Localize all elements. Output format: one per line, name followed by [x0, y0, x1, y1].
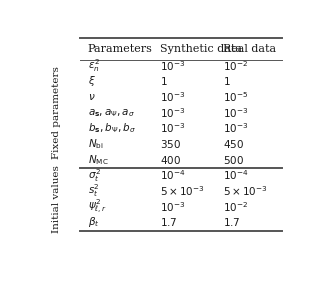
Text: $10^{-3}$: $10^{-3}$ — [160, 59, 186, 73]
Text: $N_{\mathrm{MC}}$: $N_{\mathrm{MC}}$ — [88, 153, 108, 167]
Text: $10^{-2}$: $10^{-2}$ — [223, 200, 249, 214]
Text: $1.7$: $1.7$ — [223, 216, 240, 228]
Text: $350$: $350$ — [160, 138, 182, 150]
Text: $10^{-3}$: $10^{-3}$ — [160, 121, 186, 135]
Text: $500$: $500$ — [223, 154, 244, 166]
Text: $5 \times 10^{-3}$: $5 \times 10^{-3}$ — [160, 184, 205, 198]
Text: Parameters: Parameters — [88, 44, 152, 54]
Text: $10^{-5}$: $10^{-5}$ — [223, 90, 249, 104]
Text: $450$: $450$ — [223, 138, 244, 150]
Text: $400$: $400$ — [160, 154, 182, 166]
Text: $10^{-3}$: $10^{-3}$ — [160, 200, 186, 214]
Text: $10^{-3}$: $10^{-3}$ — [223, 106, 249, 120]
Text: $N_{\mathrm{bi}}$: $N_{\mathrm{bi}}$ — [88, 137, 103, 151]
Text: Fixed parameters: Fixed parameters — [52, 66, 61, 159]
Text: Initial values: Initial values — [52, 165, 61, 233]
Text: $s_t^2$: $s_t^2$ — [88, 183, 100, 200]
Text: $10^{-3}$: $10^{-3}$ — [160, 90, 186, 104]
Text: $5 \times 10^{-3}$: $5 \times 10^{-3}$ — [223, 184, 268, 198]
Text: $\sigma_t^2$: $\sigma_t^2$ — [88, 167, 100, 184]
Text: $10^{-3}$: $10^{-3}$ — [160, 106, 186, 120]
Text: $10^{-4}$: $10^{-4}$ — [160, 168, 186, 182]
Text: $\varepsilon_n^2$: $\varepsilon_n^2$ — [88, 57, 100, 74]
Text: $\beta_t$: $\beta_t$ — [88, 215, 99, 230]
Text: Synthetic data: Synthetic data — [160, 44, 242, 54]
Text: Real data: Real data — [223, 44, 277, 54]
Text: $b_{\mathbf{s}}, b_\Psi, b_\sigma$: $b_{\mathbf{s}}, b_\Psi, b_\sigma$ — [88, 121, 136, 135]
Text: $1.7$: $1.7$ — [160, 216, 177, 228]
Text: $10^{-4}$: $10^{-4}$ — [223, 168, 249, 182]
Text: $\nu$: $\nu$ — [88, 92, 95, 102]
Text: $10^{-3}$: $10^{-3}$ — [223, 121, 249, 135]
Text: $1$: $1$ — [160, 75, 168, 87]
Text: $\psi_{\ell,r}^2$: $\psi_{\ell,r}^2$ — [88, 198, 106, 216]
Text: $a_{\mathbf{s}}, a_\Psi, a_\sigma$: $a_{\mathbf{s}}, a_\Psi, a_\sigma$ — [88, 107, 135, 119]
Text: $\xi$: $\xi$ — [88, 74, 95, 88]
Text: $10^{-2}$: $10^{-2}$ — [223, 59, 249, 73]
Text: $1$: $1$ — [223, 75, 231, 87]
